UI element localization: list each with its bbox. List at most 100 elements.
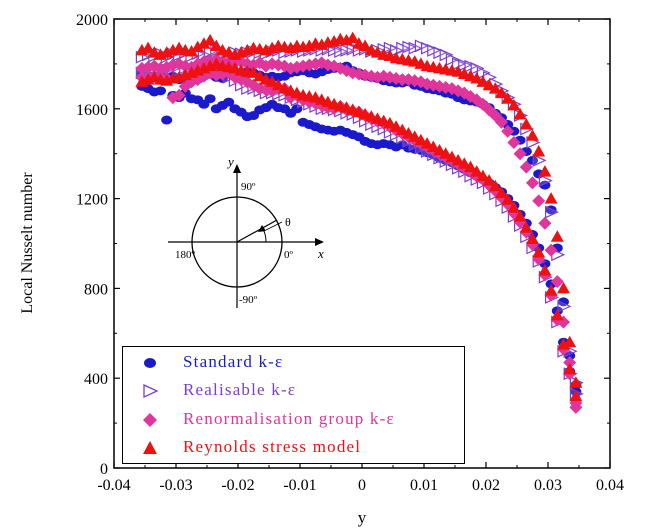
data-point [538, 263, 552, 276]
x-tick-label: 0.03 [534, 477, 562, 494]
y-tick-label: 0 [100, 461, 108, 478]
legend-label-rsm: Reynolds stress model [183, 437, 362, 456]
data-point [569, 400, 583, 414]
data-point [557, 299, 572, 313]
data-point [507, 201, 521, 213]
data-point [538, 216, 552, 230]
polar-angle-inset: y x θ 90º 0º 180º -90º [168, 154, 324, 308]
data-point [526, 129, 539, 141]
x-tick-label: 0.04 [596, 477, 624, 494]
data-point [223, 97, 235, 107]
data-point [191, 40, 205, 53]
data-point [501, 92, 515, 104]
legend: Standard k-ε Realisable k-ε Renormalisat… [122, 346, 465, 464]
data-point [563, 355, 577, 369]
legend-label-standard: Standard k-ε [183, 352, 284, 371]
data-point [532, 144, 546, 157]
data-point [155, 86, 166, 96]
x-tick-label: -0.01 [283, 477, 316, 494]
data-point [203, 33, 217, 46]
inset-y-arrow-icon [233, 164, 241, 173]
data-point [544, 243, 558, 257]
legend-label-realisable: Realisable k-ε [183, 380, 297, 399]
data-point [358, 39, 372, 51]
data-point [476, 169, 490, 182]
x-tick-label: -0.02 [221, 477, 254, 494]
data-point [538, 174, 553, 188]
data-point [569, 389, 583, 402]
y-tick-label: 1200 [76, 192, 108, 209]
data-point [495, 186, 508, 198]
data-point [161, 115, 173, 125]
data-point [557, 338, 570, 350]
data-point [482, 174, 496, 186]
inset-label-90: 90º [241, 181, 256, 193]
data-point [532, 245, 546, 258]
inset-theta-label: θ [285, 215, 291, 229]
x-tick-label: 0 [358, 477, 366, 494]
data-point [550, 308, 564, 321]
x-axis-title: y [358, 508, 367, 527]
data-point [563, 362, 577, 375]
data-point [185, 45, 198, 57]
y-tick-label: 400 [84, 371, 108, 388]
data-point [550, 230, 564, 242]
series-layer [135, 31, 584, 414]
series-triangle-up [135, 31, 583, 402]
data-point [204, 94, 216, 104]
data-point [519, 221, 533, 233]
diamond-marker-icon [143, 413, 157, 427]
data-point [495, 86, 508, 99]
data-point [527, 155, 538, 165]
data-point [172, 88, 186, 102]
data-point [550, 275, 564, 289]
inset-theta-arrow-icon [258, 225, 266, 232]
y-tick-label: 800 [84, 281, 108, 298]
triangle-up-marker-icon [143, 441, 157, 454]
data-point [507, 98, 521, 111]
data-point [544, 284, 558, 296]
x-tick-label: -0.04 [97, 477, 130, 494]
data-point [197, 37, 211, 49]
legend-item-realisable: Realisable k-ε [123, 379, 464, 401]
data-point [538, 165, 552, 177]
data-point [513, 107, 527, 120]
data-point [495, 115, 508, 129]
data-point [532, 194, 546, 208]
inset-x-label: x [317, 246, 324, 261]
data-point [209, 39, 223, 51]
legend-item-rng: Renormalisation group k-ε [123, 408, 464, 430]
data-point [470, 165, 484, 177]
data-point [507, 135, 521, 149]
triangle-right-marker-icon [143, 383, 159, 399]
data-point [501, 193, 515, 205]
inset-x-arrow-icon [315, 238, 324, 246]
inset-label-180: 180º [175, 249, 196, 261]
y-tick-label: 1600 [76, 102, 108, 119]
data-point [513, 147, 527, 161]
data-point [346, 31, 360, 44]
y-axis-title: Local Nusselt number [19, 172, 36, 314]
data-point [544, 205, 560, 219]
tick-layer: -0.04 -0.03 -0.02 -0.01 0 0.01 0.02 0.03 0.04 0 40… [76, 12, 624, 494]
data-point [513, 210, 527, 222]
data-point [544, 192, 558, 204]
legend-item-rsm: Reynolds stress model [123, 436, 464, 458]
inset-theta-leader [265, 221, 283, 231]
data-point [488, 179, 502, 192]
y-tick-label: 2000 [76, 12, 108, 29]
data-point [526, 176, 539, 190]
data-point [526, 232, 539, 245]
data-point [488, 82, 502, 94]
inset-radius-line [236, 219, 278, 243]
legend-item-standard: Standard k-ε [123, 351, 464, 373]
inset-label-0: 0º [284, 249, 294, 261]
data-point [464, 160, 477, 173]
circle-marker-icon [144, 358, 156, 368]
inset-y-label: y [226, 154, 234, 169]
data-point [519, 160, 533, 174]
data-point [501, 124, 515, 138]
data-point [532, 153, 547, 167]
inset-label-neg90: -90º [239, 294, 258, 306]
